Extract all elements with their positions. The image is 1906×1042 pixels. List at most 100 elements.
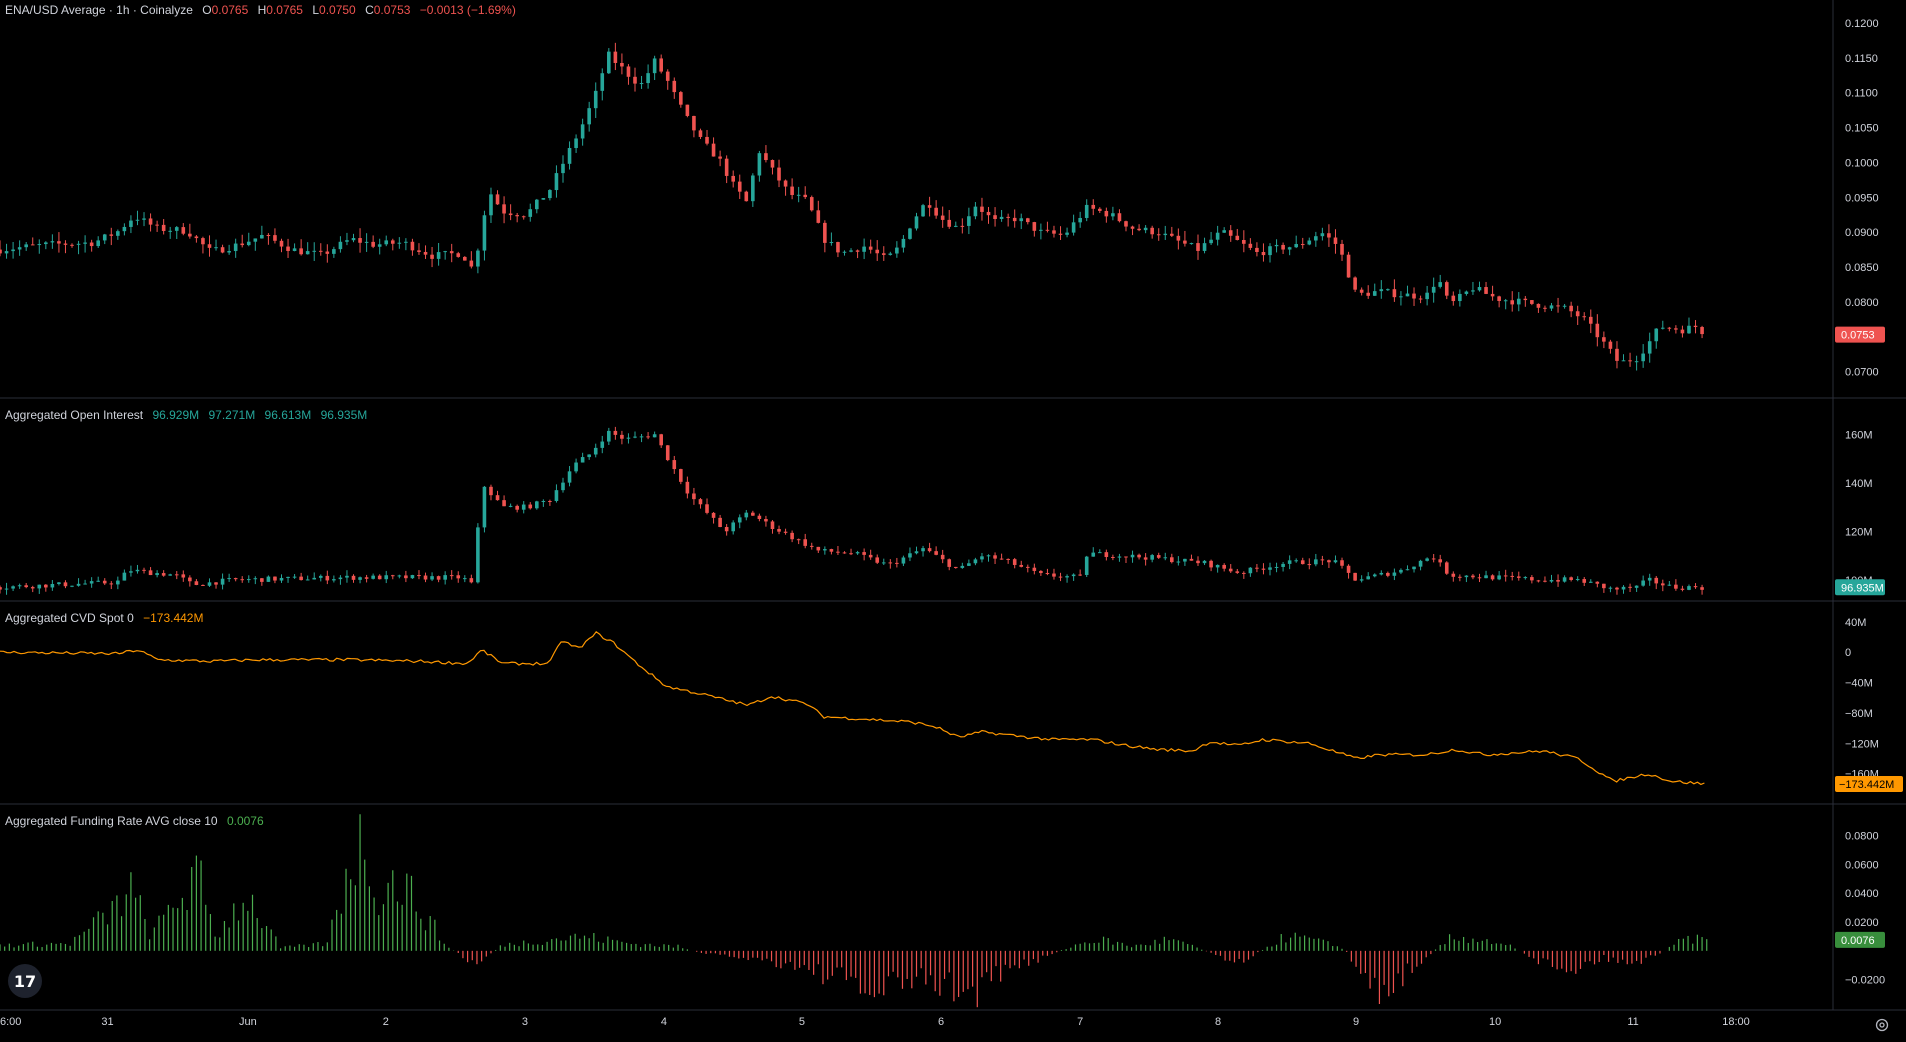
oi-title[interactable]: Aggregated Open Interest bbox=[5, 408, 144, 422]
candle-body bbox=[1438, 282, 1443, 287]
candle-body bbox=[953, 225, 958, 227]
candle-body bbox=[1012, 217, 1017, 222]
candle-body bbox=[240, 243, 245, 246]
candle-body bbox=[1399, 569, 1403, 573]
candle-body bbox=[1287, 560, 1292, 564]
symbol-title[interactable]: ENA/USD Average · 1h · Coinalyze bbox=[5, 3, 193, 17]
candle-body bbox=[849, 553, 853, 555]
logo-text: 17 bbox=[13, 971, 37, 991]
candle-body bbox=[260, 578, 264, 582]
x-tick-label: 6:00 bbox=[0, 1016, 21, 1028]
candle-body bbox=[1464, 575, 1469, 578]
tradingview-logo-icon[interactable]: 17 bbox=[8, 964, 42, 998]
candle-body bbox=[390, 240, 395, 244]
candle-body bbox=[1516, 298, 1521, 305]
x-tick-label: 5 bbox=[799, 1016, 805, 1028]
candle-body bbox=[908, 228, 912, 239]
candle-body bbox=[1255, 567, 1259, 569]
candle-body bbox=[449, 251, 454, 254]
candle-body bbox=[135, 219, 140, 221]
candle-body bbox=[168, 574, 173, 576]
candle-body bbox=[1543, 580, 1547, 582]
candle-body bbox=[895, 562, 899, 564]
candle-body bbox=[646, 73, 650, 84]
candle-body bbox=[1588, 316, 1593, 324]
candle-body bbox=[332, 249, 336, 254]
candle-body bbox=[901, 557, 906, 564]
candle-body bbox=[639, 436, 644, 438]
candle-body bbox=[1150, 227, 1154, 235]
candle-body bbox=[1255, 247, 1259, 252]
funding-title[interactable]: Aggregated Funding Rate AVG close 10 bbox=[5, 814, 218, 828]
candle-body bbox=[757, 153, 762, 176]
candle-body bbox=[790, 186, 794, 195]
candle-body bbox=[220, 578, 225, 585]
candle-body bbox=[1111, 213, 1115, 217]
candle-body bbox=[1228, 568, 1233, 572]
candle-body bbox=[587, 108, 591, 125]
candle-body bbox=[1660, 327, 1665, 329]
candle-body bbox=[620, 62, 624, 67]
candle-body bbox=[1503, 300, 1508, 302]
candle-body bbox=[44, 242, 48, 245]
candle-body bbox=[1458, 576, 1462, 578]
candle-body bbox=[895, 247, 899, 254]
candle-body bbox=[993, 215, 997, 220]
candle-body bbox=[63, 243, 68, 245]
y-tick-label: 160M bbox=[1845, 429, 1873, 441]
candle-body bbox=[1124, 221, 1128, 227]
candle-body bbox=[764, 153, 768, 161]
candle-body bbox=[705, 136, 709, 144]
gear-icon[interactable] bbox=[1874, 1017, 1890, 1033]
candle-body bbox=[181, 227, 186, 234]
candle-body bbox=[220, 247, 225, 253]
candle-body bbox=[227, 251, 231, 253]
candle-body bbox=[364, 577, 369, 579]
x-tick-label: 4 bbox=[661, 1016, 667, 1028]
candle-body bbox=[580, 124, 585, 139]
candle-body bbox=[1150, 555, 1154, 560]
y-tick-label: 0.0800 bbox=[1845, 830, 1879, 842]
candle-body bbox=[1039, 229, 1043, 231]
candle-body bbox=[783, 531, 788, 533]
candle-body bbox=[947, 219, 952, 227]
last-value-badge bbox=[1835, 775, 1903, 792]
candle-body bbox=[659, 58, 663, 72]
candle-body bbox=[1405, 569, 1410, 571]
candle-body bbox=[102, 580, 107, 584]
candle-body bbox=[1700, 327, 1704, 335]
candle-body bbox=[665, 445, 670, 461]
candle-body bbox=[371, 241, 375, 247]
candle-body bbox=[129, 220, 133, 227]
candle-body bbox=[744, 512, 749, 518]
candle-body bbox=[377, 244, 382, 247]
candle-body bbox=[404, 575, 408, 579]
candle-body bbox=[482, 215, 487, 251]
y-tick-label: 0.0400 bbox=[1845, 888, 1879, 900]
candle-body bbox=[875, 557, 880, 563]
candle-body bbox=[318, 250, 323, 252]
cvd-title[interactable]: Aggregated CVD Spot 0 bbox=[5, 611, 134, 625]
candle-body bbox=[1327, 560, 1331, 563]
candle-body bbox=[155, 224, 159, 226]
candle-body bbox=[1039, 570, 1043, 574]
cvd-series-line bbox=[0, 630, 1705, 786]
y-tick-label: 0.0200 bbox=[1845, 917, 1879, 929]
candle-body bbox=[580, 457, 585, 463]
candle-body bbox=[574, 462, 578, 472]
y-tick-label: 0.0850 bbox=[1845, 262, 1879, 274]
candle-body bbox=[24, 244, 28, 248]
candle-body bbox=[116, 231, 120, 236]
candle-body bbox=[1621, 360, 1626, 362]
candle-body bbox=[1562, 305, 1567, 307]
candle-body bbox=[129, 571, 133, 573]
candle-body bbox=[508, 505, 513, 507]
candle-body bbox=[1647, 577, 1652, 581]
candle-body bbox=[1353, 277, 1357, 290]
candle-body bbox=[17, 247, 22, 250]
candle-body bbox=[456, 253, 461, 257]
candle-body bbox=[312, 250, 317, 252]
candle-body bbox=[50, 584, 55, 588]
